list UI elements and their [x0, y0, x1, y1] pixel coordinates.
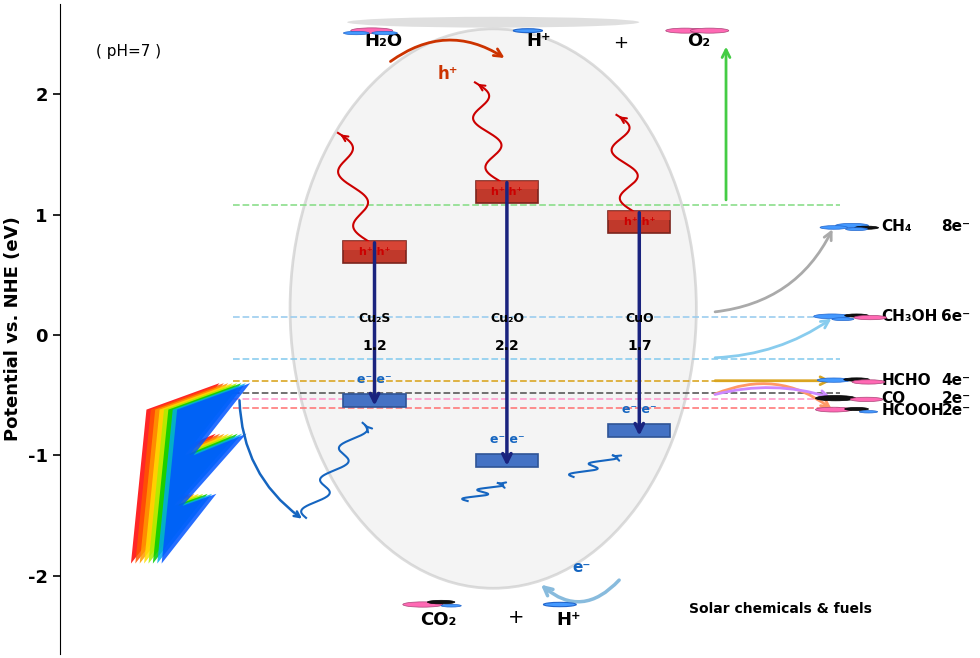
- Text: H⁺: H⁺: [526, 32, 551, 51]
- Text: 4e⁻: 4e⁻: [942, 373, 970, 388]
- Polygon shape: [144, 383, 232, 564]
- Circle shape: [836, 223, 868, 228]
- Text: H⁺: H⁺: [557, 611, 581, 629]
- FancyBboxPatch shape: [476, 181, 538, 203]
- Ellipse shape: [290, 29, 697, 588]
- Text: ( pH=7 ): ( pH=7 ): [96, 43, 161, 59]
- Circle shape: [855, 226, 878, 229]
- Circle shape: [371, 32, 397, 35]
- Circle shape: [351, 28, 393, 34]
- Text: 1.7: 1.7: [627, 339, 652, 353]
- Circle shape: [832, 318, 854, 320]
- Text: Cu₂O: Cu₂O: [490, 312, 524, 324]
- FancyBboxPatch shape: [609, 211, 670, 220]
- Circle shape: [815, 395, 856, 401]
- Text: e⁻ e⁻: e⁻ e⁻: [490, 433, 524, 446]
- Text: CH₄: CH₄: [881, 219, 911, 234]
- Text: HCHO: HCHO: [881, 373, 931, 388]
- Text: e⁻: e⁻: [572, 560, 591, 574]
- Text: CO₂: CO₂: [420, 611, 457, 629]
- Circle shape: [813, 314, 851, 318]
- Text: 2e⁻: 2e⁻: [942, 392, 970, 406]
- Text: e⁻ e⁻: e⁻ e⁻: [622, 403, 657, 416]
- Text: 8e⁻: 8e⁻: [942, 219, 970, 234]
- FancyBboxPatch shape: [476, 181, 538, 190]
- FancyBboxPatch shape: [343, 241, 406, 263]
- Circle shape: [691, 28, 729, 33]
- Polygon shape: [153, 383, 241, 564]
- Circle shape: [845, 314, 868, 317]
- Circle shape: [815, 407, 852, 412]
- Text: h⁺ h⁺: h⁺ h⁺: [491, 187, 522, 197]
- Circle shape: [427, 600, 455, 604]
- Text: h⁺ h⁺: h⁺ h⁺: [359, 247, 390, 257]
- Circle shape: [854, 315, 887, 320]
- Ellipse shape: [347, 17, 639, 28]
- Text: h⁺: h⁺: [437, 65, 458, 83]
- Circle shape: [665, 28, 704, 33]
- Text: 2e⁻: 2e⁻: [942, 403, 970, 418]
- Text: H₂O: H₂O: [365, 32, 403, 51]
- Circle shape: [846, 228, 867, 230]
- Circle shape: [820, 226, 848, 229]
- Circle shape: [859, 411, 877, 413]
- Polygon shape: [148, 383, 237, 564]
- FancyBboxPatch shape: [343, 241, 406, 249]
- Circle shape: [441, 605, 462, 607]
- Text: Solar chemicals & fuels: Solar chemicals & fuels: [689, 602, 872, 617]
- Circle shape: [403, 602, 443, 607]
- Ellipse shape: [338, 118, 612, 540]
- Text: 1.2: 1.2: [363, 339, 387, 353]
- Text: 6e⁻: 6e⁻: [942, 309, 970, 324]
- Text: HCOOH: HCOOH: [881, 403, 944, 418]
- Circle shape: [817, 378, 851, 382]
- Text: 2.2: 2.2: [495, 339, 519, 353]
- Circle shape: [544, 602, 576, 607]
- Text: CO: CO: [881, 392, 906, 406]
- Text: CuO: CuO: [625, 312, 654, 324]
- Circle shape: [852, 380, 885, 384]
- Polygon shape: [162, 383, 250, 564]
- Circle shape: [514, 29, 543, 32]
- Text: O₂: O₂: [687, 32, 710, 51]
- Y-axis label: Potential vs. NHE (eV): Potential vs. NHE (eV): [4, 216, 23, 442]
- FancyBboxPatch shape: [343, 394, 406, 407]
- Circle shape: [844, 378, 869, 381]
- FancyBboxPatch shape: [609, 211, 670, 233]
- Polygon shape: [157, 383, 246, 564]
- Circle shape: [851, 397, 883, 401]
- Circle shape: [343, 32, 369, 35]
- Polygon shape: [131, 383, 220, 564]
- FancyBboxPatch shape: [476, 454, 538, 467]
- Text: CH₃OH: CH₃OH: [881, 309, 938, 324]
- Text: h⁺ h⁺: h⁺ h⁺: [623, 217, 655, 227]
- Polygon shape: [135, 383, 223, 564]
- Text: e⁻ e⁻: e⁻ e⁻: [357, 373, 392, 386]
- Circle shape: [845, 407, 868, 411]
- FancyBboxPatch shape: [609, 424, 670, 438]
- Text: +: +: [508, 608, 524, 627]
- Text: Cu₂S: Cu₂S: [359, 312, 391, 324]
- Text: +: +: [613, 34, 628, 52]
- Polygon shape: [140, 383, 228, 564]
